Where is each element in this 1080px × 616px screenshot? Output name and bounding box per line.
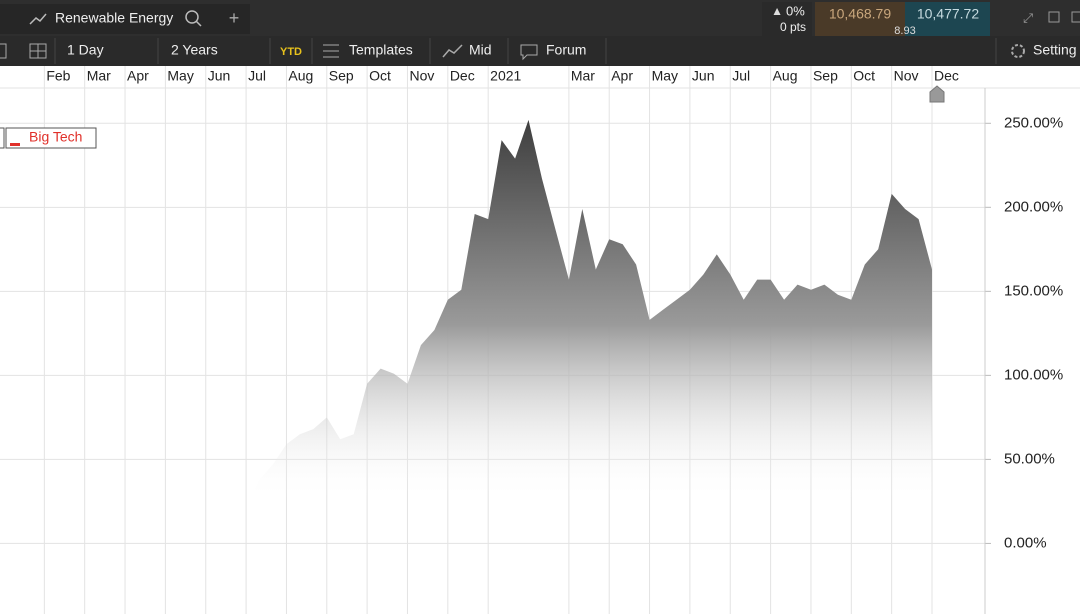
spread: 8.93 (894, 25, 915, 37)
x-tick-label: Mar (571, 68, 595, 84)
x-tick-label: Sep (813, 68, 838, 84)
x-tick-label: Jul (732, 68, 750, 84)
ask-box[interactable] (905, 2, 990, 36)
x-tick-label: Feb (46, 68, 70, 84)
x-tick-label: 2021 (490, 68, 521, 84)
y-tick-label: 100.00% (1004, 366, 1063, 383)
legend-label: Big Tech (29, 129, 82, 145)
x-tick-label: Apr (611, 68, 633, 84)
chart: Feb Mar Apr May Jun Jul Aug Sep Oct Nov Dec 2021 Mar… (0, 66, 1080, 615)
panel-icon[interactable] (0, 43, 7, 59)
legend-box (0, 127, 5, 149)
x-tick-label: Aug (773, 68, 798, 84)
templates-button[interactable]: Templates (349, 42, 413, 58)
y-tick-label: 250.00% (1004, 114, 1063, 131)
area (4, 119, 932, 615)
month-row (0, 66, 1080, 88)
change-box (762, 2, 812, 36)
x-tick-label: Sep (329, 68, 354, 84)
y-tick-label: 150.00% (1004, 282, 1063, 299)
y-tick-label: 50.00% (1004, 450, 1055, 467)
change-pts: 0 pts (780, 20, 806, 34)
x-tick-label: Nov (409, 68, 434, 84)
y-tick-label: 0.00% (1004, 534, 1047, 551)
window-icon[interactable] (1071, 11, 1080, 23)
bid-box[interactable] (815, 2, 905, 36)
range[interactable]: 2 Years (171, 42, 218, 58)
x-tick-label: Nov (894, 68, 919, 84)
ytd-button[interactable]: YTD (280, 46, 302, 58)
x-tick-label: Oct (369, 68, 391, 84)
periodicity[interactable]: 1 Day (67, 42, 104, 58)
popout-icon[interactable] (1048, 11, 1060, 23)
settings-button[interactable]: Setting (1033, 42, 1077, 58)
legend-box (5, 127, 97, 149)
price-type-icon (442, 44, 463, 58)
y-tick-label: 200.00% (1004, 198, 1063, 215)
toolbar (0, 36, 1080, 66)
x-tick-label: Jul (248, 68, 266, 84)
ask-price[interactable]: 10,477.72 (917, 6, 979, 22)
tab-title[interactable]: Renewable Energy (55, 10, 173, 26)
x-tick-label: May (652, 68, 678, 84)
search-icon[interactable] (185, 10, 199, 24)
x-tick-label: Dec (934, 68, 959, 84)
chart-icon (29, 13, 47, 25)
settings-icon (1011, 44, 1025, 58)
up-arrow: ▲ (771, 4, 783, 18)
change-pct: 0% (786, 3, 805, 18)
x-tick-label: Jun (692, 68, 715, 84)
x-tick-label: Oct (853, 68, 875, 84)
now-marker (929, 85, 945, 103)
x-tick-label: Jun (208, 68, 231, 84)
forum-icon (520, 44, 538, 61)
x-tick-label: Mar (87, 68, 111, 84)
legend-swatch (10, 143, 20, 146)
x-tick-label: May (167, 68, 193, 84)
price-type[interactable]: Mid (469, 42, 492, 58)
forum-button[interactable]: Forum (546, 42, 586, 58)
bid-price[interactable]: 10,468.79 (829, 6, 891, 22)
x-tick-label: Apr (127, 68, 149, 84)
search-icon (195, 20, 202, 27)
templates-icon (323, 44, 339, 58)
expand-icon[interactable]: ⤢ (1023, 10, 1033, 25)
x-tick-label: Dec (450, 68, 475, 84)
x-tick-label: Aug (288, 68, 313, 84)
add-tab[interactable]: + (229, 8, 240, 28)
